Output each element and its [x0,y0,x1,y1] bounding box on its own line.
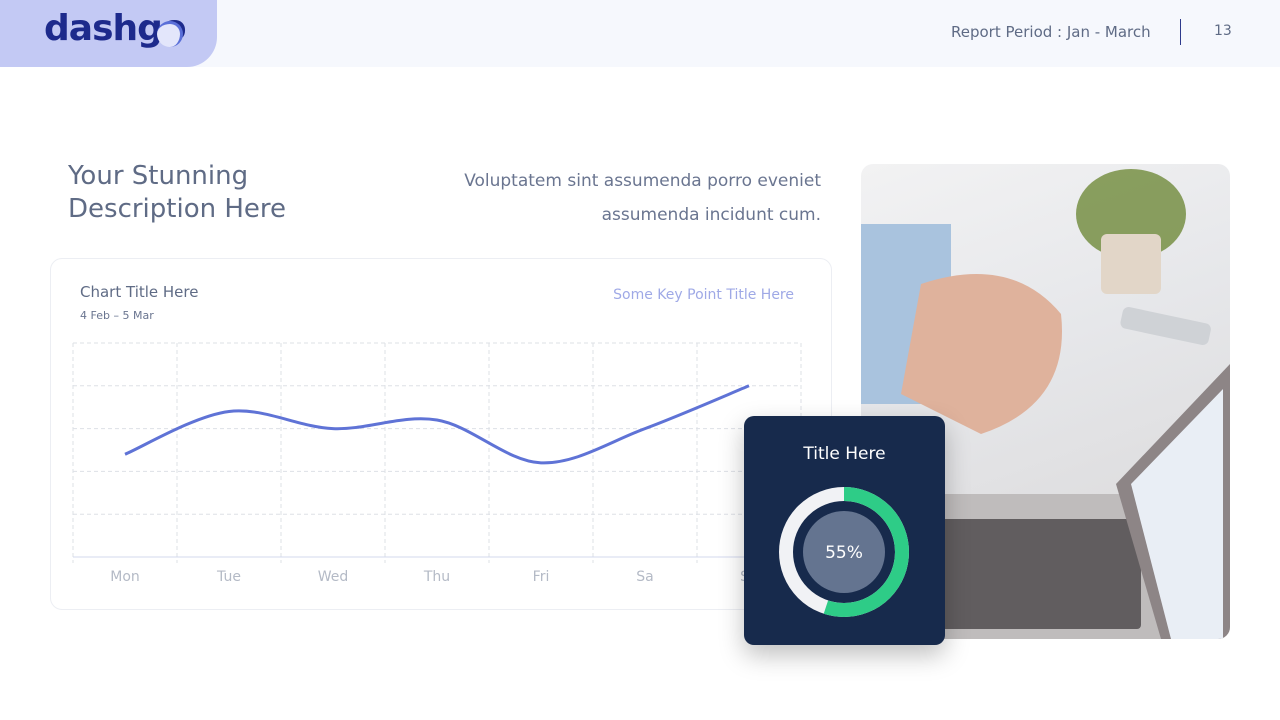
x-tick-label: Mon [110,569,140,585]
gauge-fill [779,487,909,617]
logo-area: dashgo [0,0,217,67]
description-line: Voluptatem sint assumenda porro eveniet [464,171,821,191]
x-tick-label: Tue [216,569,241,585]
donut-gauge: 55% [779,487,909,617]
title-line: Description Here [68,194,287,224]
gauge-center [803,511,885,593]
progress-card-title: Title Here [803,444,886,464]
key-point-title: Some Key Point Title Here [613,287,794,303]
description-line: assumenda incidunt cum. [601,205,821,225]
page-number: 13 [1214,23,1232,39]
line-chart: MonTueWedThuFriSaSu [72,342,802,585]
description: Voluptatem sint assumenda porro eveniet … [421,164,821,232]
page-title: Your Stunning Description Here [68,160,286,226]
title-line: Your Stunning [68,161,249,191]
x-tick-label: Fri [533,569,550,585]
x-tick-label: Wed [318,569,349,585]
gauge-percent: 55% [825,543,863,563]
x-tick-label: Thu [423,569,450,585]
logo-chart-icon [157,21,183,47]
progress-card: Title Here 55% [744,416,945,645]
chart-card: MonTueWedThuFriSaSu Chart Title Here 4 F… [50,258,832,610]
series-line [124,384,750,465]
divider [1180,19,1181,45]
x-tick-label: Sa [636,569,653,585]
chart-title: Chart Title Here [80,283,199,301]
laptop-photo [861,164,1230,639]
top-bar: dashgo Report Period : Jan - March 13 [0,0,1280,67]
chart-date-range: 4 Feb – 5 Mar [80,309,154,322]
report-period: Report Period : Jan - March [951,23,1151,41]
